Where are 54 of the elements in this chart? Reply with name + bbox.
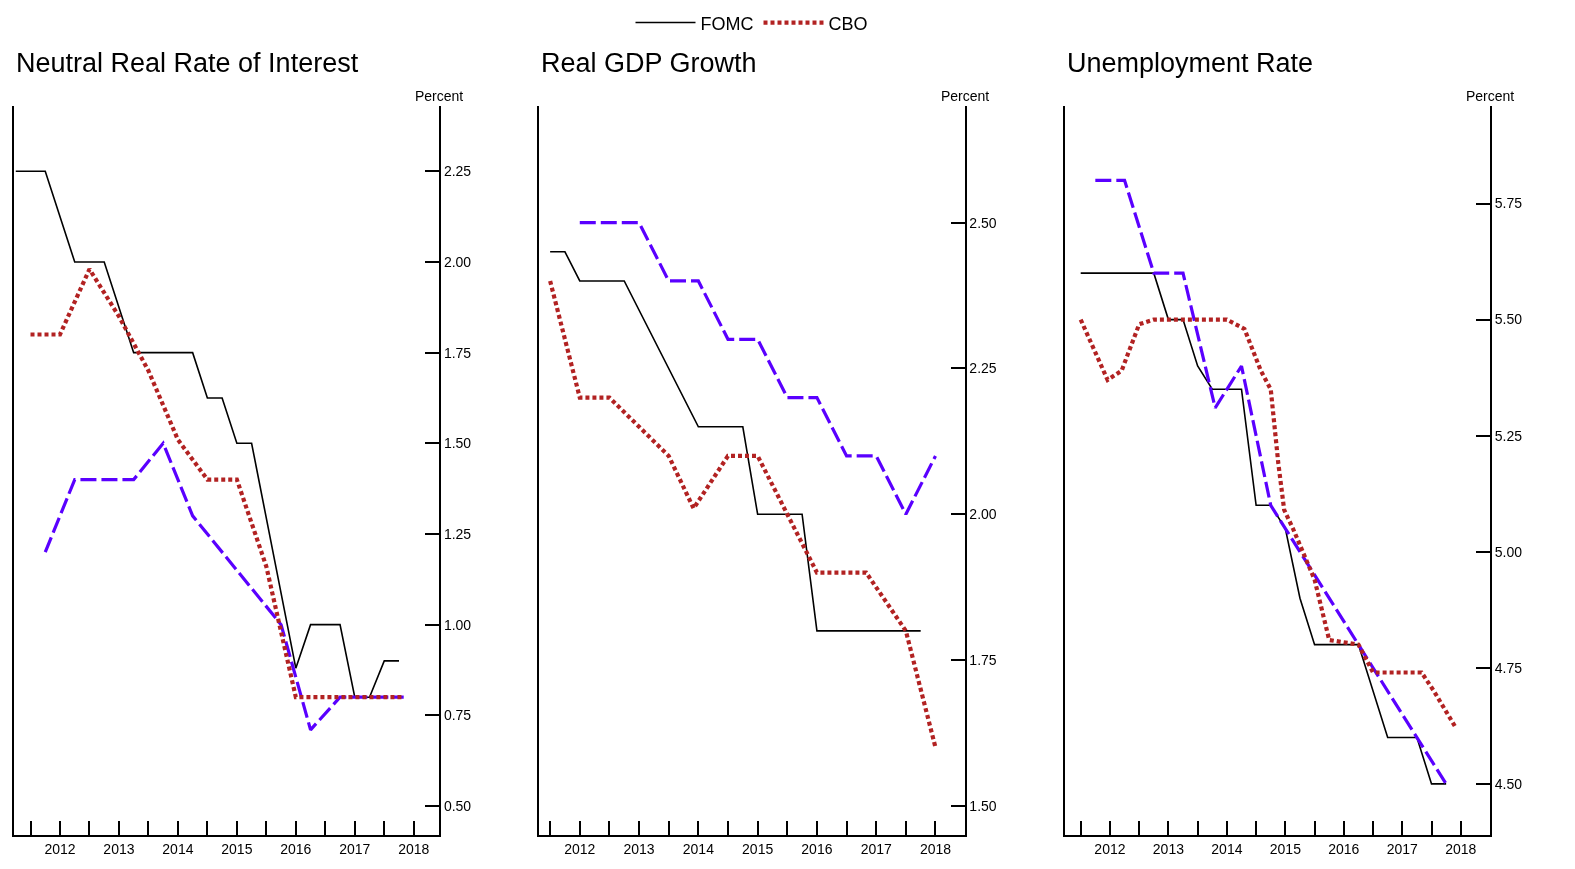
y-axis-title: Percent bbox=[415, 88, 464, 104]
line-series bbox=[1093, 178, 1448, 786]
legend-label: CBO bbox=[828, 13, 868, 34]
y-tick-label: 2.25 bbox=[443, 163, 472, 180]
x-tick-label: 2016 bbox=[1328, 840, 1360, 857]
x-tick-label: 2016 bbox=[801, 840, 833, 857]
y-tick-label: 4.50 bbox=[1494, 775, 1523, 792]
line-series bbox=[578, 221, 938, 516]
y-tick-label: 0.50 bbox=[443, 797, 472, 814]
chart-title: Neutral Real Rate of Interest bbox=[16, 48, 359, 78]
line-series bbox=[1079, 272, 1447, 785]
x-tick-label: 2018 bbox=[1445, 840, 1477, 857]
legend-label: FOMC bbox=[700, 13, 754, 34]
y-tick-label: 5.50 bbox=[1494, 311, 1523, 328]
y-tick-label: 1.25 bbox=[443, 525, 472, 542]
x-tick-label: 2014 bbox=[1211, 840, 1243, 857]
x-tick-label: 2018 bbox=[398, 840, 430, 857]
x-tick-label: 2012 bbox=[564, 840, 596, 857]
y-tick-label: 2.00 bbox=[969, 506, 997, 523]
y-axis-title: Percent bbox=[941, 88, 990, 104]
x-tick-label: 2013 bbox=[103, 840, 135, 857]
x-tick-label: 2013 bbox=[623, 840, 655, 857]
x-tick-label: 2015 bbox=[1269, 840, 1302, 857]
x-tick-label: 2014 bbox=[682, 840, 715, 857]
line-series bbox=[43, 441, 406, 732]
x-tick-label: 2017 bbox=[1386, 840, 1419, 857]
x-tick-label: 2017 bbox=[860, 840, 892, 857]
y-tick-label: 0.75 bbox=[443, 707, 472, 724]
x-tick-label: 2018 bbox=[919, 840, 952, 857]
y-tick-label: 1.75 bbox=[969, 651, 997, 668]
line-series bbox=[549, 251, 922, 632]
x-tick-label: 2017 bbox=[339, 840, 371, 857]
x-tick-label: 2016 bbox=[280, 840, 312, 857]
x-tick-label: 2015 bbox=[742, 840, 774, 857]
y-tick-label: 5.00 bbox=[1494, 543, 1523, 560]
chart-title: Unemployment Rate bbox=[1067, 48, 1314, 78]
y-tick-label: 2.00 bbox=[443, 253, 472, 270]
x-tick-label: 2013 bbox=[1152, 840, 1185, 857]
y-tick-label: 2.50 bbox=[969, 214, 997, 231]
x-tick-label: 2012 bbox=[1094, 840, 1126, 857]
x-tick-label: 2015 bbox=[221, 840, 253, 857]
y-tick-label: 5.25 bbox=[1494, 427, 1523, 444]
y-tick-label: 5.75 bbox=[1494, 195, 1523, 212]
y-tick-label: 2.25 bbox=[969, 360, 997, 377]
y-tick-label: 1.50 bbox=[969, 797, 997, 814]
x-tick-label: 2012 bbox=[44, 840, 76, 857]
chart-title: Real GDP Growth bbox=[541, 48, 757, 78]
x-tick-label: 2014 bbox=[162, 840, 194, 857]
y-tick-label: 1.75 bbox=[443, 344, 472, 361]
line-series bbox=[14, 170, 400, 698]
y-tick-label: 1.00 bbox=[443, 616, 472, 633]
y-axis-title: Percent bbox=[1466, 88, 1515, 104]
y-tick-label: 1.50 bbox=[443, 435, 472, 452]
y-tick-label: 4.75 bbox=[1494, 659, 1523, 676]
